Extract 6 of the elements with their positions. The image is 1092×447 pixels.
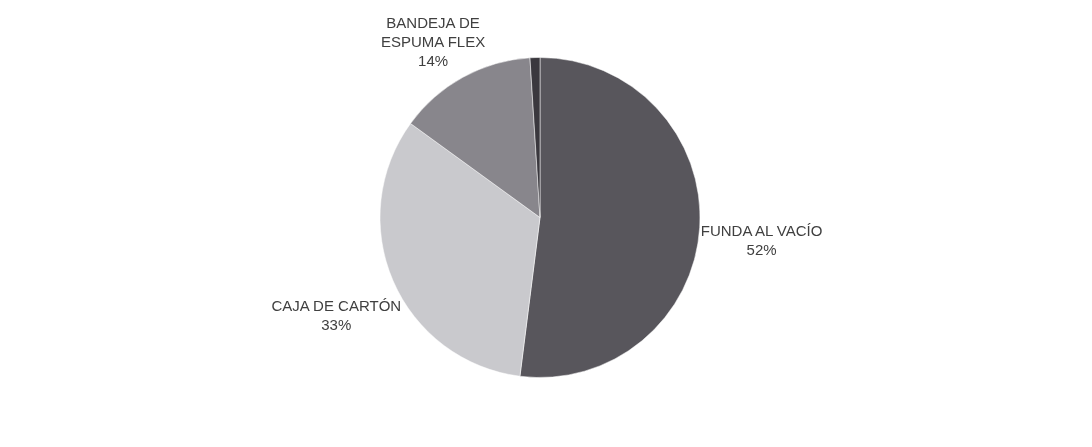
slice-label: CAJA DE CARTÓN: [271, 296, 402, 314]
slice-label: FUNDA AL VACÍO: [700, 222, 823, 240]
data-label: 14%: [418, 51, 449, 69]
data-label: 52%: [746, 241, 777, 259]
data-label: 33%: [321, 315, 352, 333]
slice-label: BANDEJA DE ESPUMA FLEX: [380, 13, 486, 50]
